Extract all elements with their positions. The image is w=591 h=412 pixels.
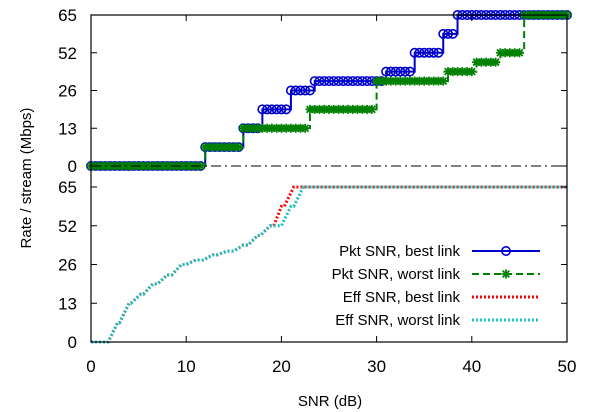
- y-tick-label: 26: [58, 82, 77, 101]
- data-point: [438, 76, 448, 86]
- data-point: [338, 76, 349, 87]
- data-point: [234, 142, 244, 152]
- x-tick-label: 50: [558, 357, 577, 376]
- data-point: [395, 66, 406, 77]
- data-point: [295, 85, 306, 96]
- data-point: [328, 76, 339, 87]
- data-point: [347, 76, 358, 87]
- y-tick-label: 0: [68, 157, 77, 176]
- data-point: [262, 104, 273, 115]
- data-point: [357, 76, 368, 87]
- data-point: [428, 47, 439, 58]
- data-point: [343, 76, 354, 87]
- data-point: [314, 76, 325, 87]
- series-top-1: [86, 10, 572, 171]
- data-point: [367, 104, 377, 114]
- series-line: [91, 185, 567, 344]
- data-point: [304, 85, 315, 96]
- data-point: [390, 66, 401, 77]
- legend-label: Pkt SNR, best link: [339, 243, 460, 260]
- data-point: [309, 76, 320, 87]
- y-tick-label: 13: [58, 294, 77, 313]
- y-axis-label: Rate / stream (Mbps): [18, 108, 35, 249]
- data-point: [467, 67, 477, 77]
- legend-label: Eff SNR, worst link: [335, 312, 460, 329]
- series-line: [91, 14, 567, 167]
- data-point: [266, 104, 277, 115]
- series-bottom-0: [91, 185, 567, 344]
- data-point: [276, 104, 287, 115]
- data-point: [447, 28, 458, 39]
- data-point: [352, 76, 363, 87]
- x-tick-label: 30: [367, 357, 386, 376]
- data-point: [362, 76, 373, 87]
- y-tick-label: 26: [58, 256, 77, 275]
- data-point: [323, 76, 334, 87]
- legend-label: Eff SNR, best link: [343, 289, 461, 306]
- data-point: [333, 76, 344, 87]
- y-tick-label: 13: [58, 119, 77, 138]
- data-point: [491, 57, 501, 67]
- plot-frame: [90, 14, 568, 343]
- x-tick-label: 10: [177, 357, 196, 376]
- data-point: [400, 66, 411, 77]
- data-point: [404, 66, 415, 77]
- legend-label: Pkt SNR, worst link: [332, 266, 461, 283]
- data-point: [319, 76, 330, 87]
- data-point: [257, 104, 268, 115]
- data-point: [438, 28, 449, 39]
- data-point: [419, 47, 430, 58]
- data-point: [381, 66, 392, 77]
- x-tick-label: 20: [272, 357, 291, 376]
- data-point: [385, 66, 396, 77]
- series-line: [91, 14, 567, 167]
- data-point: [414, 47, 425, 58]
- data-point: [433, 47, 444, 58]
- data-point: [285, 85, 296, 96]
- data-point: [442, 28, 453, 39]
- y-tick-label: 52: [58, 217, 77, 236]
- legend-marker: [500, 246, 511, 257]
- data-point: [290, 85, 301, 96]
- series-bottom-1: [91, 185, 567, 344]
- x-tick-label: 0: [86, 357, 95, 376]
- series-top-0: [86, 10, 572, 172]
- data-point: [271, 104, 282, 115]
- data-point: [300, 123, 310, 133]
- data-point: [514, 48, 524, 58]
- x-axis-label: SNR (dB): [298, 393, 362, 410]
- y-tick-label: 65: [58, 178, 77, 197]
- data-point: [281, 104, 292, 115]
- x-tick-label: 40: [462, 357, 481, 376]
- y-tick-label: 52: [58, 44, 77, 63]
- data-point: [423, 47, 434, 58]
- legend-marker: [501, 269, 511, 279]
- data-point: [300, 85, 311, 96]
- data-point: [409, 47, 420, 58]
- y-tick-label: 65: [58, 6, 77, 25]
- series-line: [91, 185, 567, 344]
- y-tick-label: 0: [68, 333, 77, 352]
